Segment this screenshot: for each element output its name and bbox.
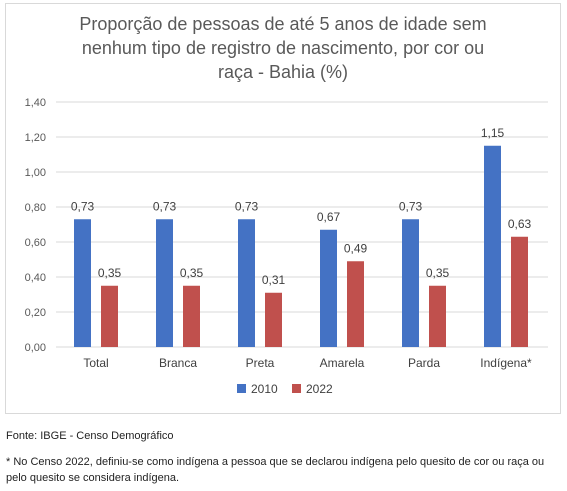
bar-2010-amarela (320, 229, 337, 347)
y-tick-label: 0,00 (25, 342, 46, 354)
bar-2010-preta (238, 219, 255, 347)
bar-2010-total (74, 219, 91, 347)
data-label: 0,73 (153, 199, 177, 213)
bar-chart-plot: 0,00 0,20 0,40 0,60 0,80 1,00 1,20 1,40 0,73 0,35… (25, 97, 548, 396)
x-tick-label: Branca (159, 356, 197, 370)
chart-title: Proporção de pessoas de até 5 anos de id… (79, 14, 487, 82)
y-tick-label: 1,00 (25, 167, 46, 179)
legend-label-2010: 2010 (251, 382, 278, 396)
data-label: 0,49 (344, 241, 368, 255)
chart-frame: Proporção de pessoas de até 5 anos de id… (5, 3, 561, 414)
y-tick-label: 0,20 (25, 307, 46, 319)
data-label: 0,73 (399, 199, 423, 213)
bar-2022-parda (429, 285, 446, 347)
x-tick-label: Amarela (320, 356, 365, 370)
indigenous-footnote: * No Censo 2022, definiu-se como indígen… (6, 456, 545, 484)
x-tick-label: Indígena* (480, 356, 532, 370)
data-label: 0,35 (426, 266, 450, 280)
y-tick-label: 0,80 (25, 202, 46, 214)
x-tick-label: Preta (246, 356, 275, 370)
bar-2022-total (101, 285, 118, 347)
bar-2010-parda (402, 219, 419, 347)
data-label: 0,35 (180, 266, 204, 280)
footnotes: Fonte: IBGE - Censo Demográfico * No Cen… (6, 428, 562, 486)
y-tick-label: 1,20 (25, 132, 46, 144)
bar-2022-preta (265, 292, 282, 347)
y-tick-label: 1,40 (25, 97, 46, 109)
data-label: 0,73 (235, 199, 259, 213)
y-tick-label: 0,40 (25, 272, 46, 284)
legend-label-2022: 2022 (306, 382, 333, 396)
legend-swatch-2010 (237, 384, 246, 393)
x-tick-label: Parda (408, 356, 440, 370)
legend-swatch-2022 (292, 384, 301, 393)
source-note: Fonte: IBGE - Censo Demográfico (6, 430, 174, 442)
x-tick-label: Total (83, 356, 108, 370)
data-label: 0,63 (508, 217, 532, 231)
data-label: 1,15 (481, 126, 505, 140)
data-label: 0,35 (98, 266, 122, 280)
data-label: 0,67 (317, 210, 341, 224)
bar-2010-branca (156, 219, 173, 347)
bar-2010-indgena (484, 145, 501, 347)
bar-2022-branca (183, 285, 200, 347)
y-tick-label: 0,60 (25, 237, 46, 249)
data-label: 0,73 (71, 199, 95, 213)
bar-2022-indgena (511, 236, 528, 347)
data-label: 0,31 (262, 273, 286, 287)
bar-2022-amarela (347, 261, 364, 347)
